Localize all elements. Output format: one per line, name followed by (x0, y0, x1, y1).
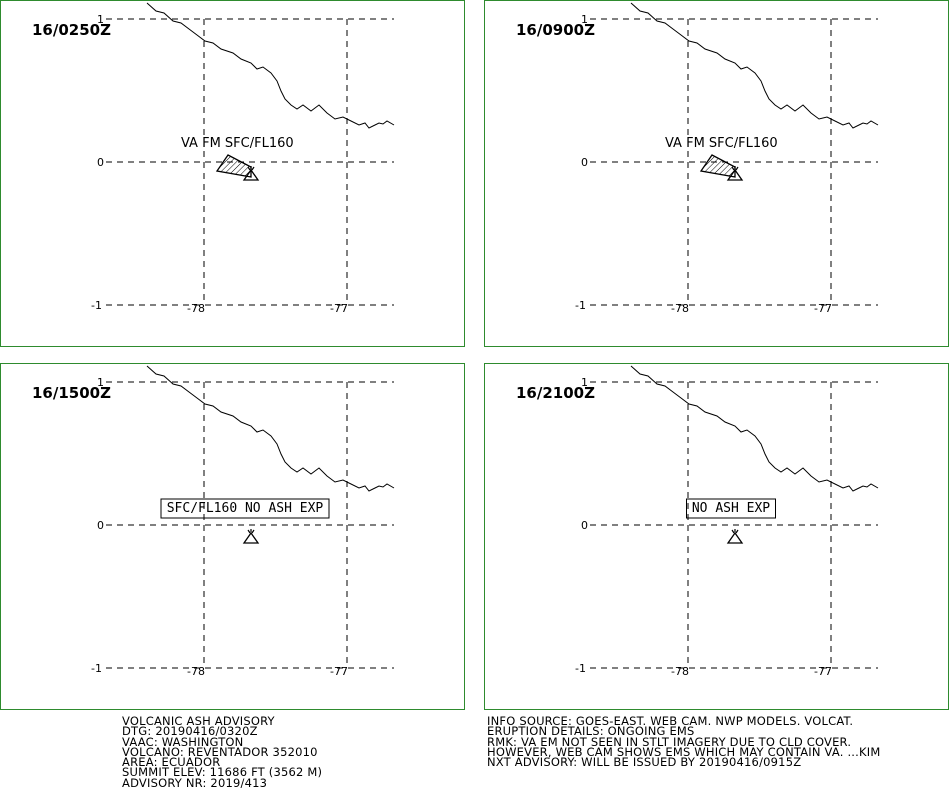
map-canvas: 1 0 -1 -78 -77 16/0900Z VA FM SFC/FL160 (516, 2, 879, 315)
latitude-label: -1 (91, 299, 102, 312)
no-ash-label-box (160, 498, 330, 519)
ash-cloud-label: VA FM SFC/FL160 (181, 136, 294, 151)
advisory-header-line: VOLCANIC ASH ADVISORY (122, 714, 275, 728)
advisory-header-line: AREA: ECUADOR (122, 755, 221, 770)
latitude-label: 1 (97, 376, 104, 389)
forecast-time-label: 16/0900Z (516, 21, 595, 39)
advisory-remarks-line: HOWEVER, WEB CAM SHOWS EMS WHICH MAY CON… (487, 744, 881, 759)
advisory-remarks-line: INFO SOURCE: GOES-EAST. WEB CAM. NWP MOD… (487, 714, 854, 728)
latitude-label: 0 (581, 156, 588, 169)
coastline (146, 2, 395, 129)
advisory-header-line: DTG: 20190416/0320Z (122, 724, 258, 739)
latitude-label: 1 (97, 13, 104, 26)
longitude-label: -77 (330, 665, 348, 678)
map-panel-4: 1 0 -1 -78 -77 16/2100Z NO ASH EXP (484, 363, 949, 710)
forecast-time-label: 16/2100Z (516, 384, 595, 402)
volcano-icon (726, 529, 744, 544)
longitude-label: -78 (671, 665, 689, 678)
coastline (630, 365, 879, 492)
longitude-label: -77 (814, 665, 832, 678)
latitude-label: -1 (575, 662, 586, 675)
advisory-remarks-line: NXT ADVISORY: WILL BE ISSUED BY 20190416… (487, 755, 802, 770)
advisory-header-line: SUMMIT ELEV: 11686 FT (3562 M) (122, 765, 323, 780)
ash-cloud-area (215, 154, 252, 178)
ash-cloud-area (699, 154, 736, 178)
coastline (146, 365, 395, 492)
map-panel-3: 1 0 -1 -78 -77 16/1500Z SFC/FL160 NO ASH EXP (0, 363, 465, 710)
latitude-label: 0 (97, 519, 104, 532)
advisory-header-line: ADVISORY NR: 2019/413 (122, 775, 268, 790)
latitude-label: 1 (581, 376, 588, 389)
map-canvas: 1 0 -1 -78 -77 16/1500Z SFC/FL160 NO ASH EXP (32, 365, 395, 678)
advisory-remarks-text: INFO SOURCE: GOES-EAST. WEB CAM. NWP MOD… (487, 714, 881, 770)
advisory-header-text: VOLCANIC ASH ADVISORY DTG: 20190416/0320Z… (122, 714, 323, 790)
no-ash-label-box (686, 498, 776, 519)
longitude-label: -77 (330, 302, 348, 315)
map-panel-2: 1 0 -1 -78 -77 16/0900Z VA FM SFC/FL160 (484, 0, 949, 347)
map-panel-1: 1 0 -1 -78 -77 16/0250Z VA FM SFC/FL160 (0, 0, 465, 347)
no-ash-label: SFC/FL160 NO ASH EXP (167, 501, 324, 516)
longitude-label: -77 (814, 302, 832, 315)
latitude-label: 0 (581, 519, 588, 532)
advisory-remarks-line: RMK: VA EM NOT SEEN IN STLT IMAGERY DUE … (487, 734, 852, 749)
advisory-remarks-line: ERUPTION DETAILS: ONGOING EMS (487, 724, 695, 739)
latitude-label: -1 (575, 299, 586, 312)
latitude-label: -1 (91, 662, 102, 675)
advisory-header-line: VOLCANO: REVENTADOR 352010 (122, 744, 318, 759)
map-canvas: 1 0 -1 -78 -77 16/0250Z VA FM SFC/FL160 (32, 2, 395, 315)
forecast-time-label: 16/1500Z (32, 384, 111, 402)
no-ash-label: NO ASH EXP (692, 501, 770, 516)
longitude-label: -78 (671, 302, 689, 315)
volcano-icon (242, 529, 260, 544)
latitude-label: 1 (581, 13, 588, 26)
forecast-time-label: 16/0250Z (32, 21, 111, 39)
longitude-label: -78 (187, 302, 205, 315)
coastline (630, 2, 879, 129)
latitude-label: 0 (97, 156, 104, 169)
ash-cloud-label: VA FM SFC/FL160 (665, 136, 778, 151)
map-canvas: 1 0 -1 -78 -77 16/2100Z NO ASH EXP (516, 365, 879, 678)
advisory-header-line: VAAC: WASHINGTON (122, 734, 244, 749)
longitude-label: -78 (187, 665, 205, 678)
